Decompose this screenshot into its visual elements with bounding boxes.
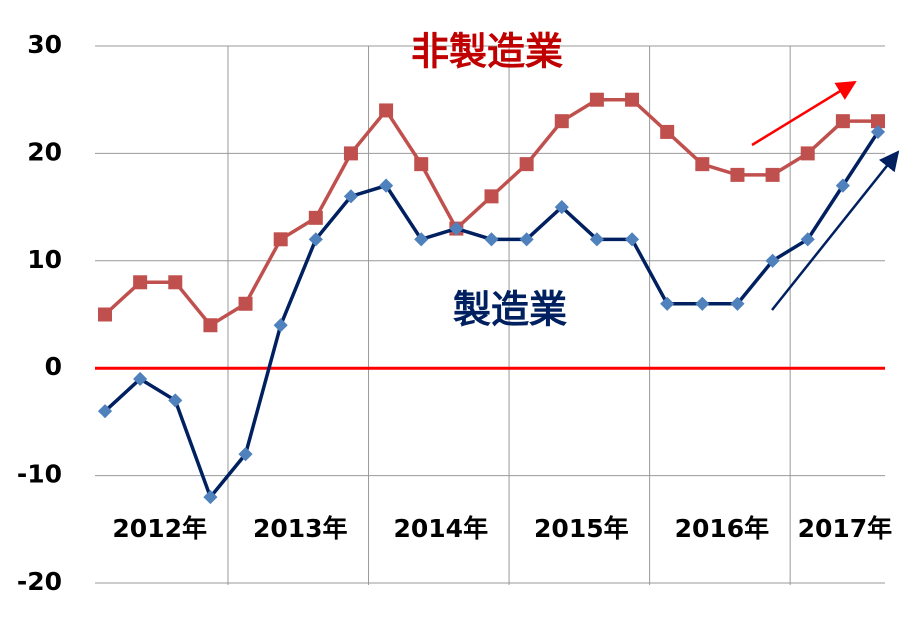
year-label: 2016年 — [675, 514, 770, 543]
marker — [273, 318, 288, 333]
arrow — [771, 150, 900, 311]
marker — [800, 146, 815, 161]
marker — [589, 232, 604, 247]
marker — [484, 232, 499, 247]
marker — [624, 232, 640, 247]
marker — [730, 167, 745, 182]
marker — [379, 178, 394, 193]
marker — [273, 232, 288, 247]
y-tick-label: -20 — [17, 567, 62, 596]
marker — [660, 296, 675, 311]
marker — [695, 157, 710, 172]
marker — [168, 393, 183, 408]
marker — [730, 296, 745, 311]
marker — [238, 296, 253, 311]
marker — [379, 103, 394, 118]
arrow — [751, 80, 857, 147]
year-label: 2015年 — [534, 514, 629, 543]
marker — [554, 200, 569, 215]
marker — [343, 189, 359, 204]
marker — [765, 253, 780, 268]
series-label: 非製造業 — [411, 30, 563, 74]
y-tick-label: -10 — [17, 460, 62, 489]
series-label: 製造業 — [453, 288, 567, 332]
marker — [835, 178, 850, 193]
marker — [554, 114, 569, 129]
marker — [203, 490, 218, 505]
marker — [308, 210, 323, 225]
marker — [308, 232, 323, 247]
marker — [695, 296, 710, 311]
marker — [414, 232, 429, 247]
marker — [519, 232, 534, 247]
y-tick-label: 10 — [27, 245, 62, 274]
marker — [414, 157, 429, 172]
marker — [519, 157, 534, 172]
marker — [484, 189, 499, 204]
year-label: 2014年 — [393, 514, 488, 543]
marker — [870, 124, 886, 139]
marker — [589, 92, 604, 107]
marker — [133, 275, 148, 290]
marker — [871, 114, 885, 129]
y-tick-label: 0 — [45, 352, 62, 381]
year-label: 2013年 — [253, 514, 348, 543]
marker — [449, 221, 464, 236]
year-label: 2012年 — [112, 514, 207, 543]
marker — [98, 307, 112, 322]
marker — [765, 167, 780, 182]
marker — [133, 371, 148, 387]
marker — [625, 92, 640, 107]
marker — [343, 146, 358, 161]
marker — [168, 275, 183, 290]
year-label: 2017年 — [798, 514, 893, 543]
marker — [660, 124, 675, 139]
marker — [203, 318, 218, 333]
marker — [97, 404, 113, 419]
marker — [800, 232, 815, 247]
y-tick-label: 30 — [27, 30, 62, 59]
marker — [238, 447, 253, 462]
marker — [835, 114, 850, 129]
y-tick-label: 20 — [27, 137, 62, 166]
